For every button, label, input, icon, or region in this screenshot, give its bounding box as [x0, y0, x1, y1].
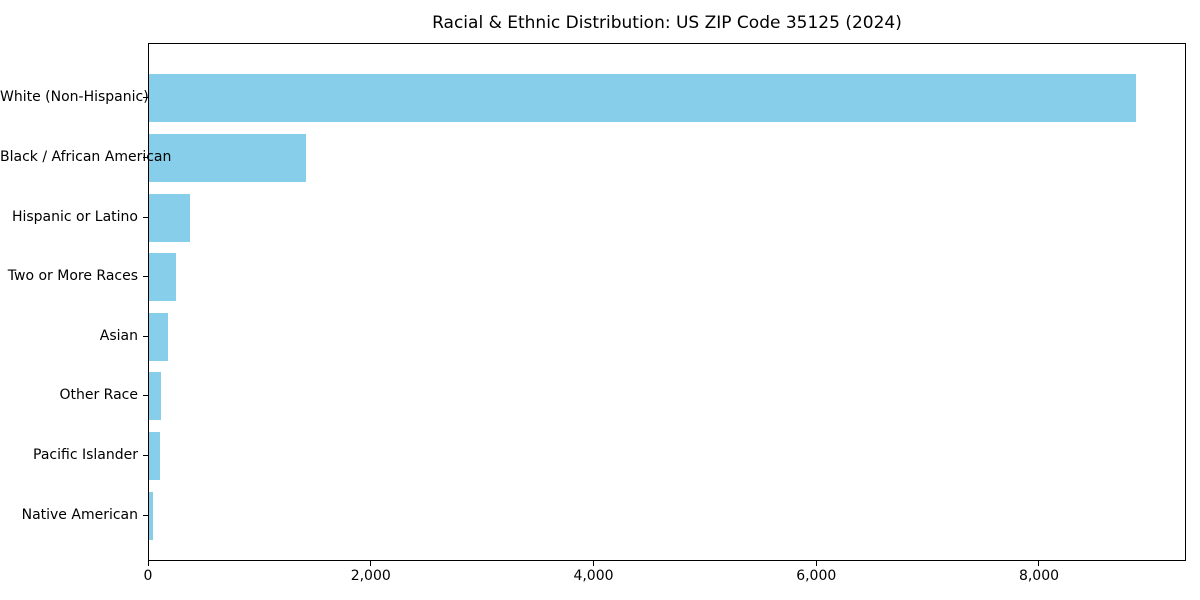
y-tick-label: Pacific Islander — [33, 447, 138, 463]
y-tick-mark — [143, 97, 148, 99]
y-tick-label: White (Non-Hispanic) — [0, 89, 149, 106]
y-tick-label: Native American — [21, 506, 138, 523]
y-tick-label: Hispanic or Latino — [11, 208, 138, 225]
bar — [149, 372, 161, 421]
bar — [149, 74, 1136, 123]
bar — [149, 312, 168, 361]
y-tick-mark — [143, 395, 148, 397]
bar — [149, 134, 306, 182]
y-tick-mark — [143, 216, 148, 218]
y-tick-label: Two or More Races — [7, 268, 138, 285]
x-tick-mark — [370, 561, 372, 566]
bar — [149, 253, 176, 302]
plot-area — [148, 43, 1186, 561]
chart-title: Racial & Ethnic Distribution: US ZIP Cod… — [432, 13, 902, 33]
y-tick-mark — [143, 514, 148, 516]
y-tick-mark — [143, 157, 148, 158]
x-tick-mark — [1038, 561, 1040, 566]
y-tick-mark — [143, 276, 148, 278]
y-tick-mark — [143, 455, 148, 456]
y-tick-mark — [143, 335, 148, 337]
x-tick-label: 0 — [143, 568, 153, 584]
x-tick-mark — [815, 561, 817, 566]
x-tick-mark — [592, 561, 594, 566]
x-tick-label: 2,000 — [350, 568, 391, 584]
x-tick-label: 8,000 — [1018, 568, 1060, 584]
bar — [149, 491, 154, 540]
x-tick-label: 6,000 — [796, 568, 837, 584]
bar — [149, 432, 160, 480]
bar — [149, 193, 190, 242]
y-tick-label: Other Race — [59, 387, 138, 404]
y-tick-label: Asian — [99, 327, 138, 344]
x-tick-label: 4,000 — [573, 568, 614, 584]
x-tick-mark — [147, 561, 149, 566]
y-tick-label: Black / African American — [0, 149, 172, 165]
